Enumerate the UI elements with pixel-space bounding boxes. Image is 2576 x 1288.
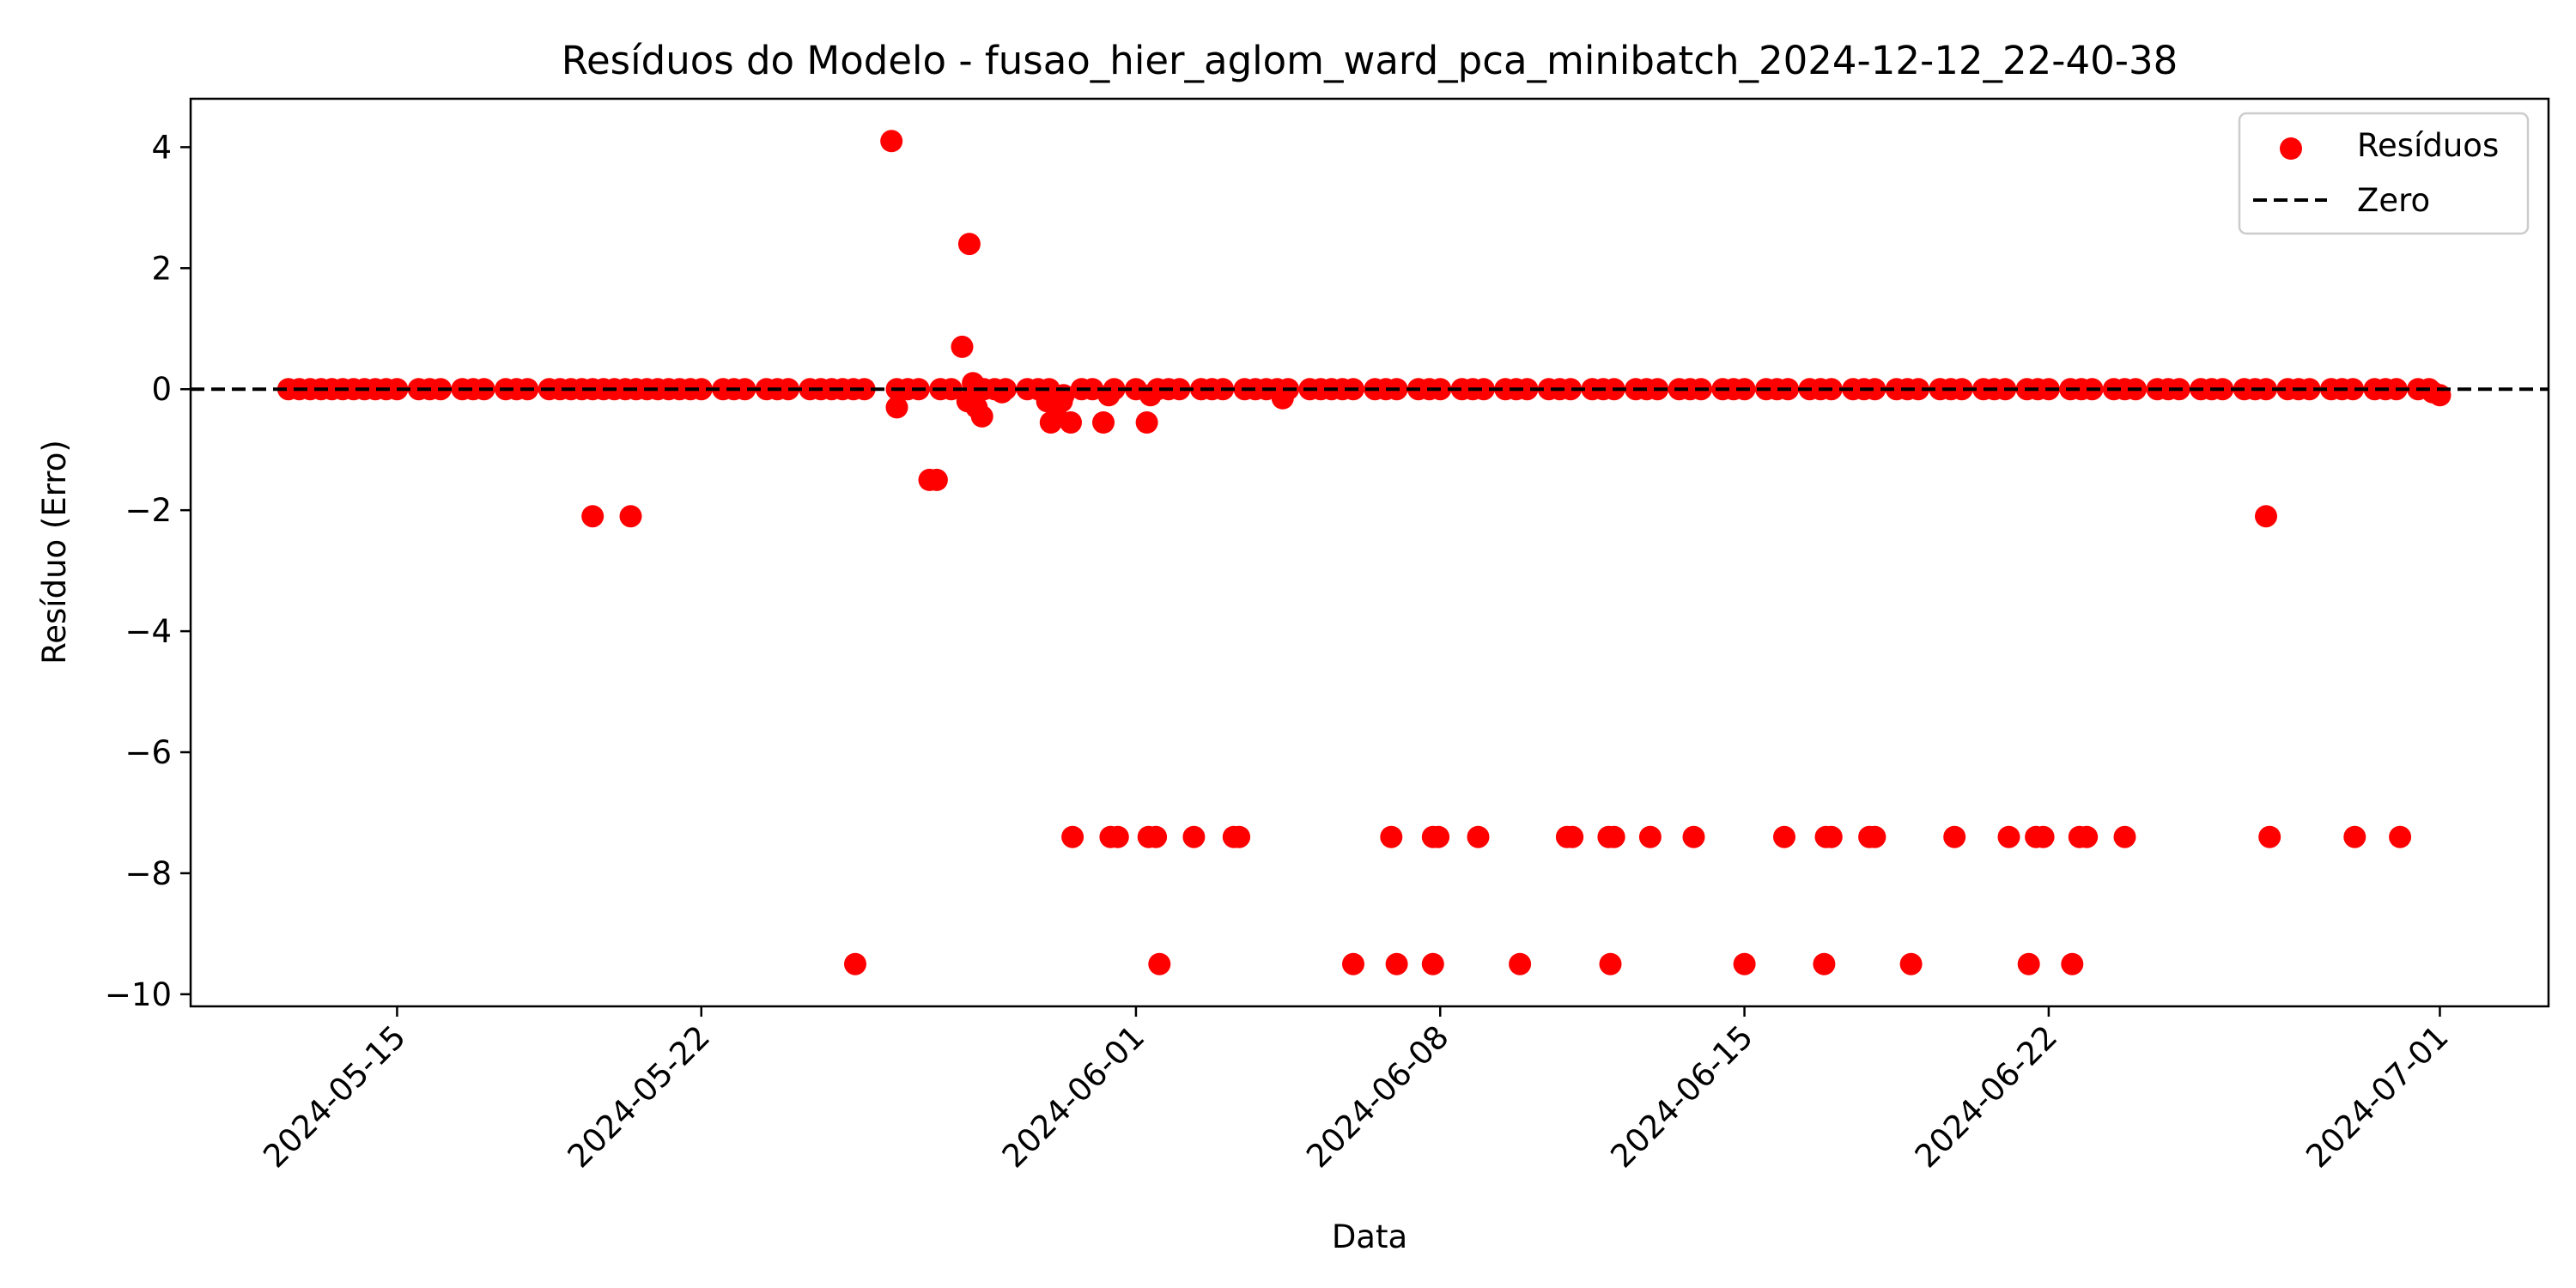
- residual-point: [844, 952, 866, 975]
- residual-point: [1509, 952, 1532, 975]
- residual-point: [1052, 384, 1075, 407]
- plot-frame: [189, 97, 2550, 1008]
- residual-point: [1148, 952, 1171, 975]
- residual-point: [581, 505, 605, 528]
- residual-point: [2389, 825, 2412, 848]
- y-tick-label: −4: [125, 613, 172, 650]
- x-tick-label: 2024-06-08: [1299, 1018, 1455, 1175]
- x-tick-label: 2024-06-15: [1603, 1018, 1759, 1175]
- legend-label-zero: Zero: [2357, 182, 2430, 219]
- residual-point: [957, 233, 981, 256]
- plot-area: [189, 97, 2550, 1008]
- residual-point: [2075, 825, 2099, 848]
- residual-point: [1899, 952, 1923, 975]
- residual-point: [1997, 825, 2020, 848]
- residual-point: [1472, 378, 1495, 401]
- residual-point: [1182, 825, 1206, 848]
- residual-point: [1271, 386, 1294, 410]
- residual-point: [1135, 411, 1158, 434]
- residual-point: [1092, 411, 1115, 434]
- residual-point: [2017, 952, 2040, 975]
- residual-point: [1060, 411, 1082, 434]
- residual-point: [2113, 825, 2136, 848]
- y-tick-label: −10: [105, 976, 172, 1013]
- residual-point: [2298, 378, 2321, 401]
- residual-point: [1773, 825, 1795, 848]
- chart-title: Resíduos do Modelo - fusao_hier_aglom_wa…: [562, 38, 2178, 83]
- residual-point: [1516, 378, 1539, 401]
- residual-point: [2258, 825, 2281, 848]
- residual-point: [970, 404, 993, 428]
- y-tick-label: −2: [125, 492, 172, 529]
- residual-point: [2428, 384, 2451, 407]
- y-tick-label: 0: [151, 371, 172, 408]
- residual-point: [925, 468, 948, 491]
- residual-point: [1950, 378, 1973, 401]
- residual-point: [1380, 825, 1403, 848]
- residual-point: [880, 130, 903, 153]
- residual-point: [1106, 825, 1129, 848]
- residual-point: [1863, 825, 1886, 848]
- residual-point: [1427, 825, 1450, 848]
- legend-frame: [2238, 112, 2530, 235]
- residual-point: [1139, 384, 1162, 407]
- residual-point: [1421, 952, 1444, 975]
- residual-point: [1863, 378, 1886, 401]
- y-tick-label: 4: [151, 129, 172, 166]
- residual-point: [951, 335, 974, 358]
- residual-point: [853, 378, 876, 401]
- residual-point: [2255, 378, 2277, 401]
- residual-point: [1820, 825, 1843, 848]
- x-tick-label: 2024-05-22: [561, 1018, 717, 1175]
- residual-point: [1228, 825, 1251, 848]
- residual-point: [733, 378, 756, 401]
- residual-point: [2032, 825, 2055, 848]
- residual-point: [1561, 825, 1584, 848]
- x-axis-label: Data: [1332, 1218, 1407, 1255]
- residual-point: [1061, 825, 1084, 848]
- residual-point: [1907, 378, 1929, 401]
- x-tick-label: 2024-07-01: [2299, 1018, 2455, 1175]
- residual-point: [2342, 378, 2365, 401]
- legend-marker-residuos: [2280, 137, 2302, 160]
- residual-point: [1682, 825, 1705, 848]
- y-axis: 4 2 0 −2 −4 −6 −8 −10: [105, 129, 191, 1013]
- residual-point: [1559, 378, 1583, 401]
- y-tick-label: −6: [125, 734, 172, 771]
- x-tick-label: 2024-06-22: [1908, 1018, 2064, 1175]
- y-tick-label: −8: [125, 855, 172, 892]
- legend: Resíduos Zero: [2238, 112, 2530, 235]
- residual-point: [690, 378, 713, 401]
- y-tick-label: 2: [151, 250, 172, 287]
- residual-point: [2343, 825, 2366, 848]
- residual-point: [1602, 825, 1625, 848]
- x-tick-label: 2024-06-01: [995, 1018, 1151, 1175]
- residual-point: [1342, 952, 1364, 975]
- residual-point: [1599, 952, 1622, 975]
- scatter-points: [276, 130, 2451, 975]
- residual-point: [990, 380, 1013, 404]
- y-axis-label: Resíduo (Erro): [36, 440, 73, 665]
- x-axis: 2024-05-15 2024-05-22 2024-06-01 2024-06-08…: [256, 1006, 2456, 1175]
- residual-point: [1097, 384, 1121, 407]
- residual-point: [1145, 825, 1168, 848]
- residual-point: [939, 378, 963, 401]
- residual-point: [1813, 952, 1836, 975]
- residual-point: [1638, 825, 1662, 848]
- residual-point: [619, 505, 642, 528]
- legend-label-residuos: Resíduos: [2357, 127, 2499, 164]
- residual-point: [1943, 825, 1966, 848]
- residual-point: [2255, 505, 2277, 528]
- residual-point: [1467, 825, 1490, 848]
- x-tick-label: 2024-05-15: [256, 1018, 412, 1175]
- residual-point: [2061, 952, 2084, 975]
- residual-point: [885, 396, 908, 419]
- residual-point: [1385, 952, 1408, 975]
- residual-point: [1168, 378, 1191, 401]
- residual-point: [1733, 952, 1756, 975]
